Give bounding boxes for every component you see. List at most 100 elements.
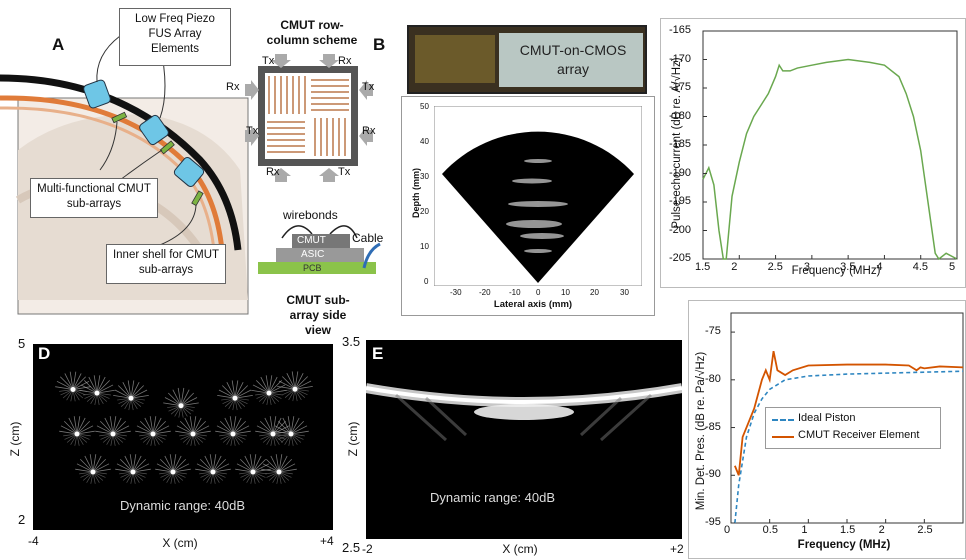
panel-d-letter: D	[38, 344, 51, 363]
c-xtick: 2	[731, 261, 738, 273]
b-xtick: 20	[590, 288, 599, 297]
label-rx: Rx	[362, 125, 376, 137]
d-psf-spot	[195, 454, 231, 484]
label-rx: Rx	[266, 166, 280, 178]
d-psf-spot	[155, 454, 191, 484]
d-psf-spot	[273, 416, 309, 446]
d-xright: +4	[320, 534, 334, 548]
b-ytick: 0	[424, 277, 429, 286]
side-view-diagram	[258, 225, 381, 274]
label-cmut: CMUT	[297, 235, 326, 246]
f-xtick: 2.5	[917, 524, 933, 536]
f-ytick: -85	[705, 420, 721, 433]
d-ylabel: Z (cm)	[8, 421, 22, 457]
label-tx: Tx	[338, 166, 351, 178]
panel-b-letter: B	[373, 35, 386, 54]
c-xtick: 5	[949, 261, 956, 273]
d-xlabel: X (cm)	[162, 536, 198, 550]
piezo-element	[83, 79, 205, 188]
panel-e: 3.5 2.5 Z (cm) E Dynamic range: 40dB -2 …	[340, 330, 685, 559]
chip-photo: CMUT-on-CMOS array	[407, 25, 647, 94]
scheme-title: CMUT row-column scheme	[266, 18, 358, 47]
label-tx: Tx	[246, 125, 259, 137]
d-xleft: -4	[28, 534, 39, 548]
d-dynamic-range: Dynamic range: 40dB	[120, 498, 246, 513]
label-rx: Rx	[226, 81, 240, 93]
d-psf-pattern	[55, 371, 313, 484]
c-series-line	[702, 58, 958, 261]
b-xtick: -30	[450, 288, 462, 297]
d-psf-spot	[79, 375, 115, 406]
f-ytick: -95	[705, 516, 721, 528]
callout-piezo: Low Freq Piezo FUS Array Elements	[119, 8, 231, 66]
label-pcb: PCB	[303, 263, 322, 273]
panel-a: A Low Freq Piezo FUS Array E	[0, 0, 400, 337]
c-ytick: -200	[669, 223, 692, 236]
b-ylabel: Depth (mm)	[411, 168, 421, 218]
c-ytick: -205	[669, 252, 692, 264]
e-image	[366, 340, 682, 539]
f-xtick: 1.5	[840, 524, 856, 536]
c-plot-area	[702, 30, 958, 261]
legend-swatch-piston	[772, 419, 794, 421]
d-psf-spot	[55, 371, 91, 402]
d-ytop: 5	[18, 336, 26, 351]
e-ybottom: 2.5	[342, 540, 361, 555]
c-ytick: -165	[669, 24, 692, 36]
b-xtick: -20	[479, 288, 491, 297]
d-psf-spot	[251, 375, 287, 406]
d-psf-spot	[95, 416, 131, 446]
e-xleft: -2	[362, 542, 373, 556]
label-rx: Rx	[338, 55, 352, 67]
d-psf-spot	[135, 416, 171, 446]
c-ytick: -185	[669, 138, 692, 150]
callout-cmut-subarrays: Multi-functional CMUT sub-arrays	[30, 178, 158, 218]
panel-a-letter: A	[52, 35, 65, 54]
outer-shell	[0, 74, 242, 251]
c-axes-box	[702, 30, 958, 260]
panel-c: C Pulse echo current (dB re. A/√Hz) Freq…	[660, 18, 966, 288]
d-psf-spot	[261, 454, 297, 484]
b-ytick: 40	[420, 137, 429, 146]
c-xtick: 3	[803, 261, 810, 273]
c-ytick: -170	[669, 52, 692, 65]
panel-e-letter: E	[372, 344, 384, 363]
b-xlabel: Lateral axis (mm)	[493, 299, 573, 310]
d-psf-spot	[113, 380, 149, 411]
label-tx: Tx	[262, 55, 275, 67]
d-psf-spot	[175, 416, 211, 446]
e-xright: +2	[670, 542, 684, 556]
b-ytick: 30	[420, 172, 429, 181]
e-ylabel: Z (cm)	[346, 421, 360, 457]
c-ytick: -195	[669, 195, 692, 207]
panel-d: 5 2 Z (cm) D Dynamic range: 40dB -4 +4 X…	[0, 330, 340, 559]
c-xtick: 4.5	[912, 261, 928, 273]
d-ybottom: 2	[18, 512, 26, 527]
c-ytick: -180	[669, 109, 692, 122]
ultrasound-image	[434, 106, 642, 286]
d-psf-spot	[115, 454, 151, 484]
b-xtick: -10	[509, 288, 521, 297]
b-ytick: 10	[420, 242, 429, 251]
f-ytick: -80	[705, 372, 721, 385]
f-series-cmut	[734, 351, 964, 476]
f-xtick: 0	[724, 524, 731, 536]
b-xtick: 30	[620, 288, 629, 297]
row-column-scheme	[245, 54, 373, 182]
f-series-piston	[734, 370, 964, 524]
legend-label-cmut: CMUT Receiver Element	[798, 429, 920, 441]
c-xlabel: Frequency (MHz)	[791, 265, 881, 277]
c-xtick: 3.5	[840, 261, 856, 273]
legend-swatch-cmut	[772, 436, 794, 438]
c-chart	[702, 30, 958, 261]
d-psf-spot	[217, 380, 253, 411]
f-xlabel: Frequency (MHz)	[797, 539, 891, 551]
panel-f: F Min. Det. Pres. (dB re. Pa/√Hz) -75-80…	[688, 300, 966, 559]
b-xtick: 0	[536, 288, 541, 297]
panel-b: B CMUT-on-CMOS array Depth (mm) Lateral …	[373, 18, 658, 318]
c-ytick: -175	[669, 81, 692, 93]
cmut-subarray	[111, 111, 204, 207]
d-psf-spot	[215, 416, 251, 446]
d-psf-spot	[75, 454, 111, 484]
skull-layer	[0, 95, 225, 251]
